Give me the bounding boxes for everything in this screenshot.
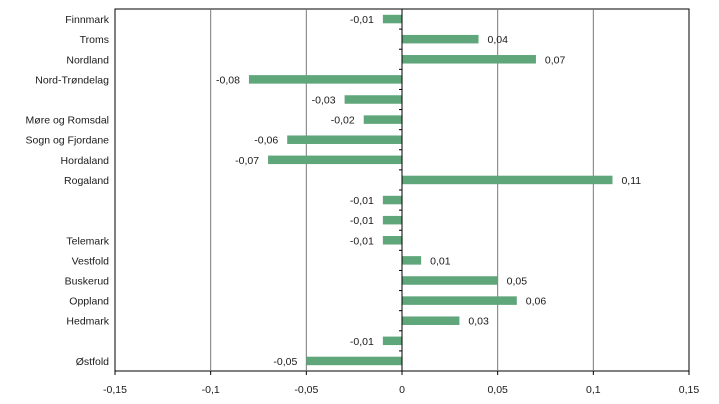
data-label: 0,03 — [468, 316, 489, 328]
bar — [363, 115, 402, 124]
x-tick-label: 0,05 — [487, 384, 508, 396]
x-tick-label: -0,05 — [294, 384, 318, 396]
data-label: -0,01 — [350, 336, 374, 348]
category-label: Østfold — [76, 356, 109, 368]
x-tick-label: -0,1 — [202, 384, 220, 396]
bar — [402, 55, 536, 64]
category-label: Troms — [80, 34, 109, 46]
bar — [402, 175, 613, 185]
category-label: Oppland — [69, 296, 109, 308]
data-label: -0,01 — [350, 14, 374, 26]
bars — [248, 14, 613, 366]
x-tick-labels: -0,15 -0,1 -0,05 0 0,05 0,1 0,15 — [103, 384, 699, 396]
data-labels: -0,01 0,04 0,07 -0,08 -0,03 -0,02 -0,06 -0,07 0,… — [216, 14, 641, 368]
bar — [382, 195, 402, 205]
data-label: -0,07 — [235, 155, 259, 167]
category-label: Vestfold — [72, 255, 110, 267]
data-label: 0,06 — [526, 296, 547, 308]
x-tick-label: 0 — [399, 384, 405, 396]
bar — [402, 316, 460, 325]
data-label: -0,01 — [350, 235, 374, 247]
category-label: Nord-Trøndelag — [35, 74, 109, 86]
category-label: Hordaland — [61, 155, 110, 167]
x-tick-label: -0,15 — [103, 384, 127, 396]
axes — [114, 8, 690, 375]
data-label: 0,01 — [430, 255, 451, 267]
category-label: Nordland — [66, 54, 109, 66]
data-label: -0,02 — [331, 115, 355, 127]
data-label: 0,05 — [507, 276, 528, 288]
bar — [402, 34, 479, 44]
data-label: -0,01 — [350, 215, 374, 227]
data-label: -0,08 — [216, 74, 240, 86]
bar — [344, 95, 402, 104]
bar — [306, 356, 402, 366]
data-label: 0,07 — [545, 54, 566, 66]
bar — [402, 256, 422, 265]
x-tick-label: 0,15 — [679, 384, 700, 396]
data-label: -0,06 — [254, 135, 278, 147]
bar — [402, 276, 498, 285]
bar — [402, 296, 517, 305]
category-label: Møre og Romsdal — [26, 115, 109, 127]
bar — [382, 14, 402, 24]
bar — [268, 155, 402, 165]
data-label: 0,04 — [488, 34, 509, 46]
bar — [287, 135, 402, 144]
category-label: Sogn og Fjordane — [26, 135, 110, 147]
category-label: Rogaland — [64, 175, 109, 187]
bar — [382, 336, 402, 346]
bar — [382, 215, 402, 225]
category-label: Hedmark — [66, 316, 109, 328]
bar — [248, 75, 402, 84]
bar — [382, 236, 402, 245]
data-label: -0,05 — [273, 356, 297, 368]
data-label: -0,03 — [312, 95, 336, 107]
data-label: 0,11 — [621, 175, 641, 187]
category-labels: Finnmark Troms Nordland Nord-Trøndelag Møre … — [26, 14, 110, 368]
category-label: Finnmark — [65, 14, 110, 26]
category-label: Telemark — [66, 235, 109, 247]
category-label: Buskerud — [65, 276, 110, 288]
x-tick-label: 0,1 — [586, 384, 601, 396]
data-label: -0,01 — [350, 195, 374, 207]
